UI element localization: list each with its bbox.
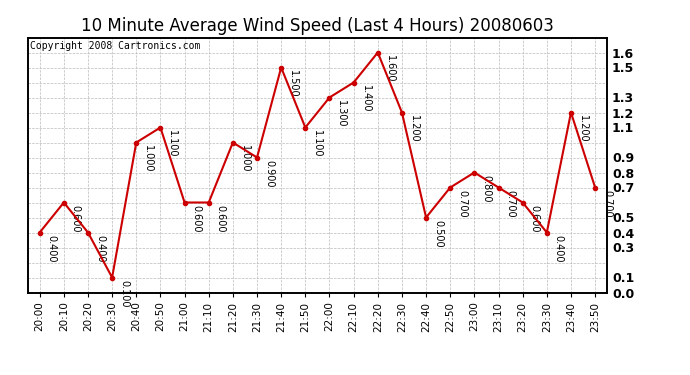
Text: 0.600: 0.600 xyxy=(216,205,226,233)
Text: 1.500: 1.500 xyxy=(288,70,298,98)
Text: 0.700: 0.700 xyxy=(506,190,515,218)
Text: Copyright 2008 Cartronics.com: Copyright 2008 Cartronics.com xyxy=(30,41,201,51)
Text: 0.400: 0.400 xyxy=(47,235,57,263)
Text: 1.000: 1.000 xyxy=(144,145,153,173)
Text: 0.700: 0.700 xyxy=(602,190,612,218)
Text: 0.900: 0.900 xyxy=(264,160,274,188)
Text: 1.000: 1.000 xyxy=(240,145,250,173)
Text: 0.400: 0.400 xyxy=(95,235,105,263)
Title: 10 Minute Average Wind Speed (Last 4 Hours) 20080603: 10 Minute Average Wind Speed (Last 4 Hou… xyxy=(81,16,554,34)
Text: 0.100: 0.100 xyxy=(119,280,129,308)
Text: 1.100: 1.100 xyxy=(313,130,322,158)
Text: 0.800: 0.800 xyxy=(482,175,491,203)
Text: 0.400: 0.400 xyxy=(554,235,564,263)
Text: 0.600: 0.600 xyxy=(530,205,540,233)
Text: 1.600: 1.600 xyxy=(385,55,395,83)
Text: 0.500: 0.500 xyxy=(433,220,443,248)
Text: 1.200: 1.200 xyxy=(578,115,588,143)
Text: 1.100: 1.100 xyxy=(168,130,177,158)
Text: 1.400: 1.400 xyxy=(361,85,371,113)
Text: 0.600: 0.600 xyxy=(192,205,201,233)
Text: 0.600: 0.600 xyxy=(71,205,81,233)
Text: 0.700: 0.700 xyxy=(457,190,467,218)
Text: 1.200: 1.200 xyxy=(409,115,419,143)
Text: 1.300: 1.300 xyxy=(337,100,346,128)
